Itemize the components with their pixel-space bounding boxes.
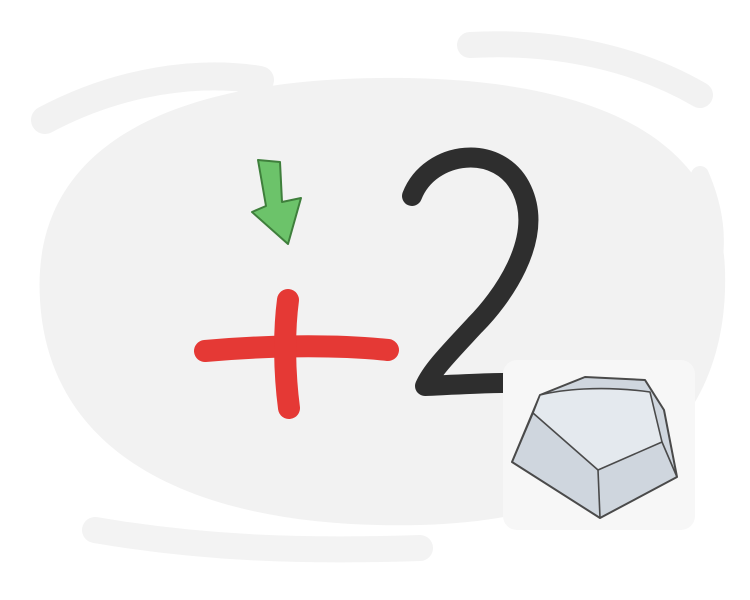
arrow-down-icon	[251, 159, 302, 245]
digit-two-glyph	[402, 147, 550, 396]
keyboard-key-icon	[511, 376, 678, 519]
illustration	[31, 31, 726, 563]
plus-icon	[194, 289, 399, 419]
